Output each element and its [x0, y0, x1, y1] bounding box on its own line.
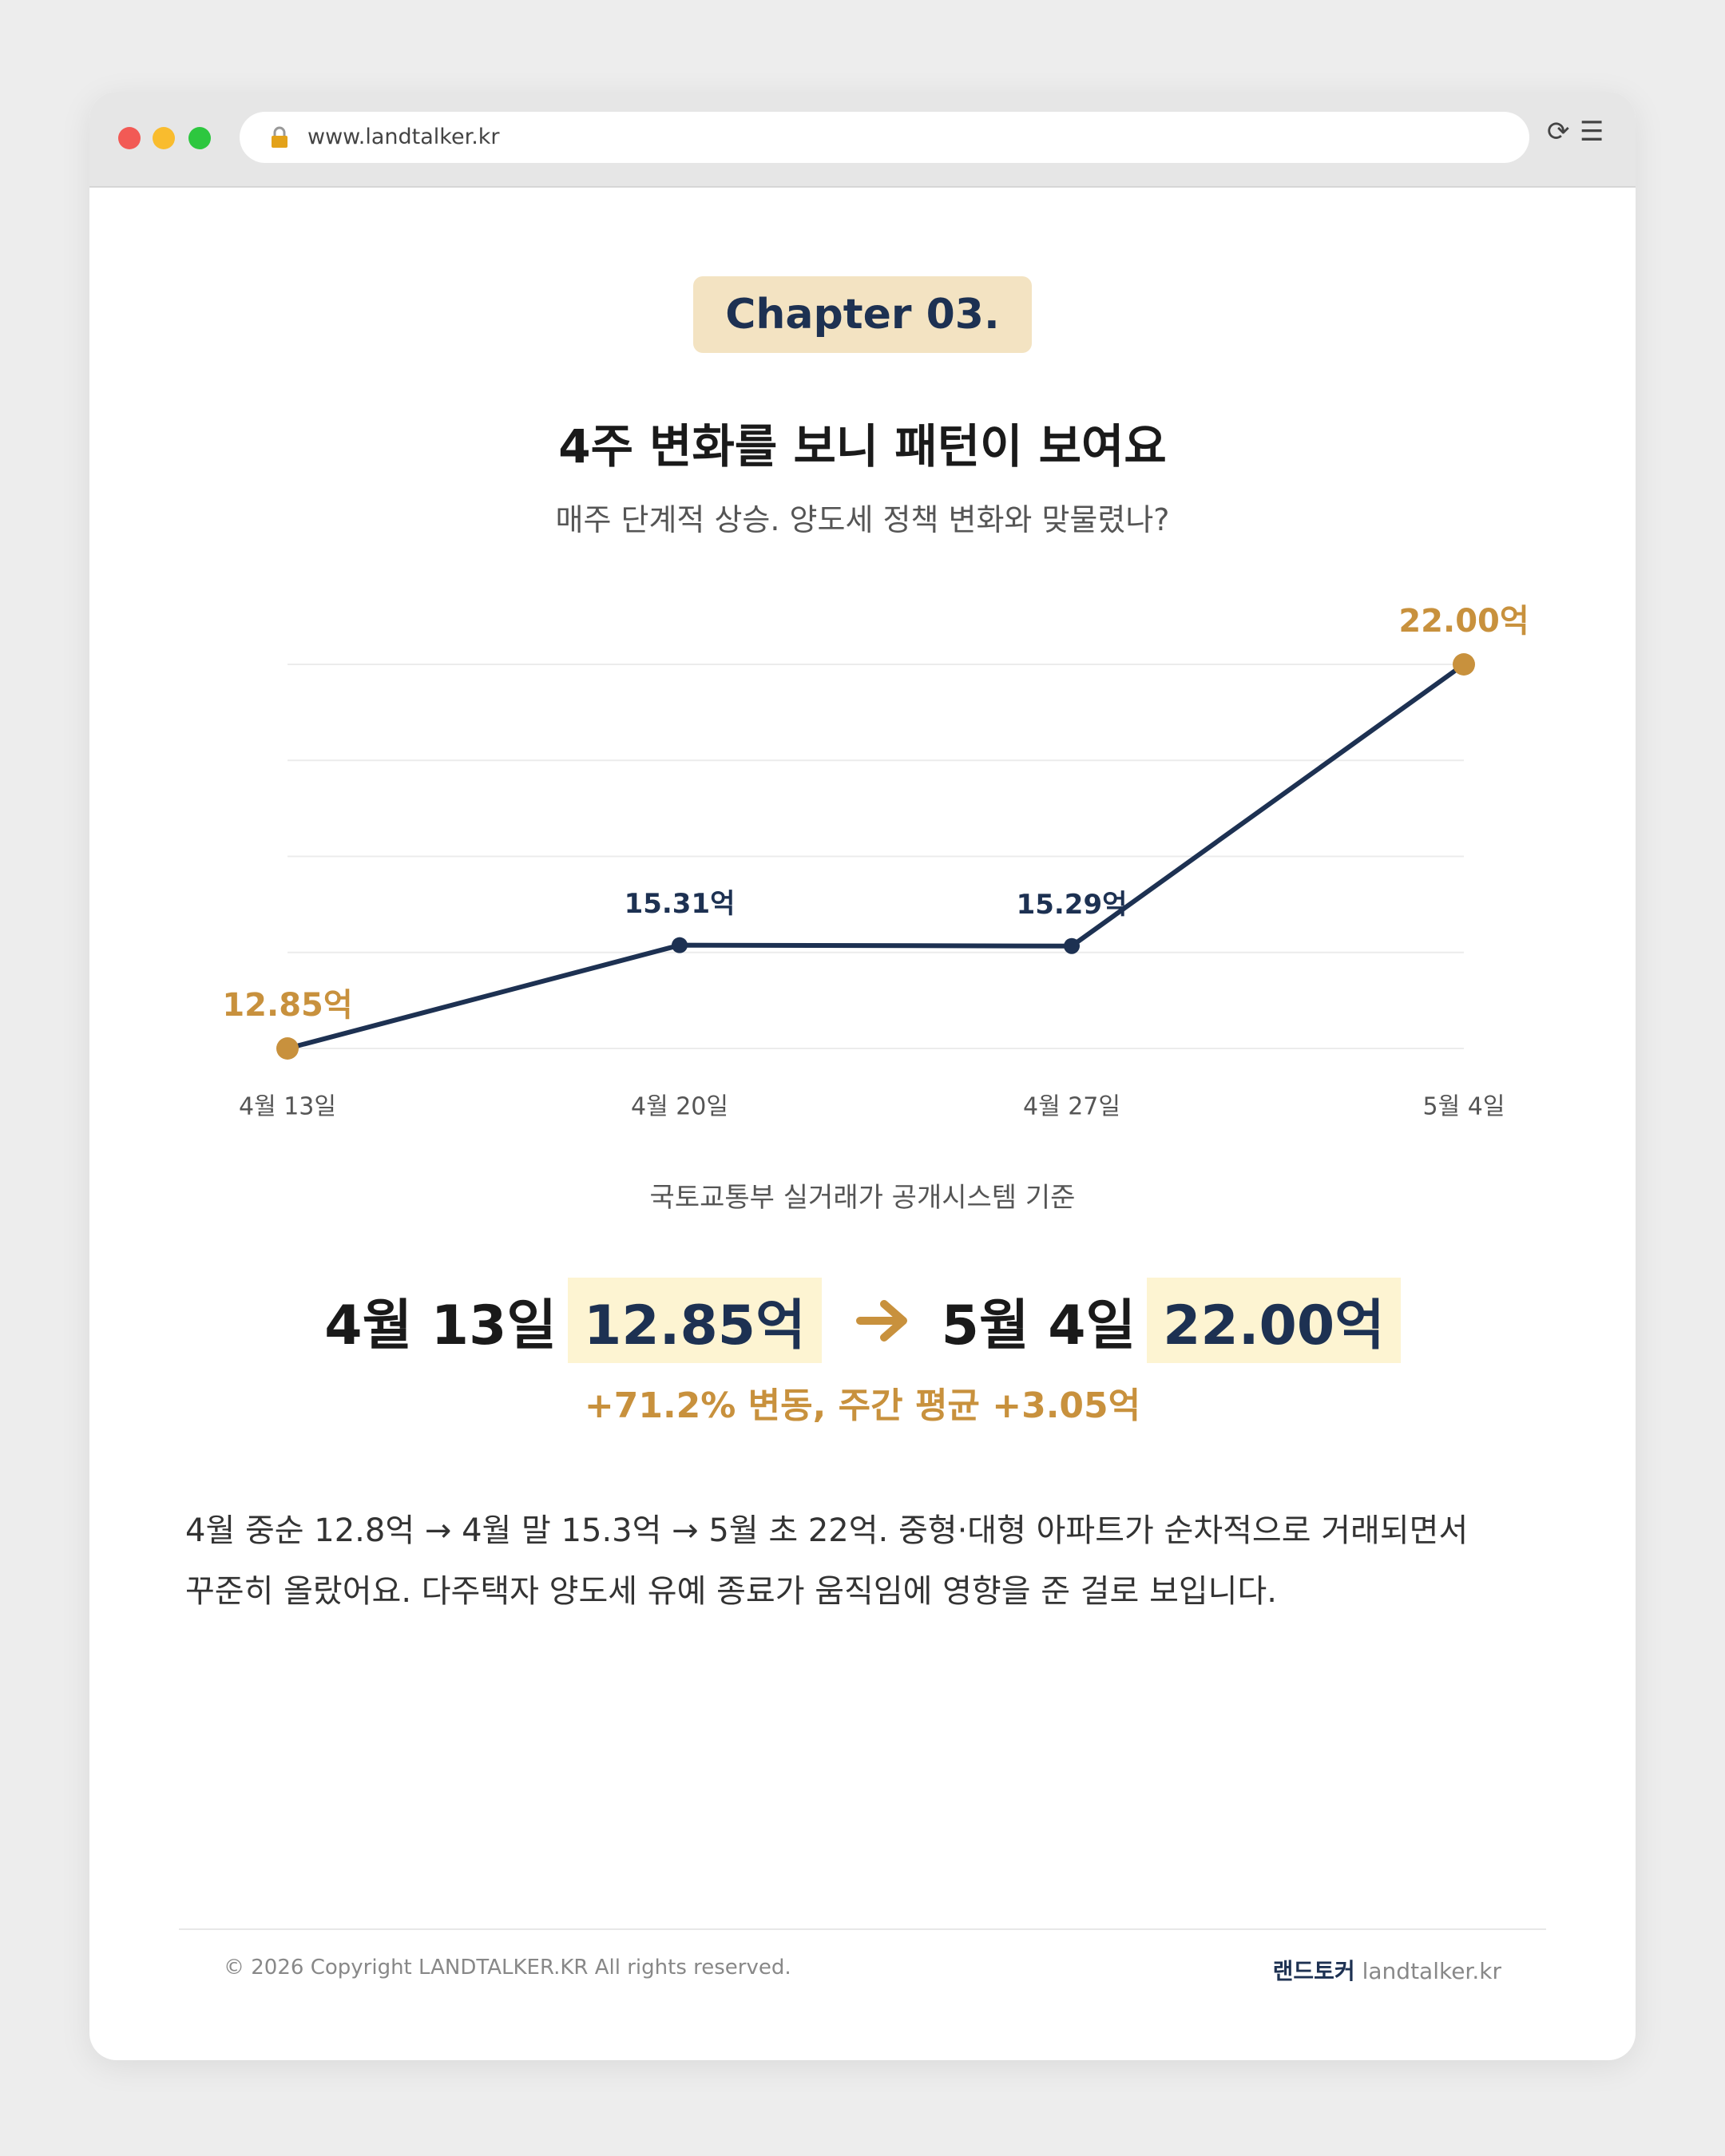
lock-icon	[272, 126, 288, 148]
point	[1453, 653, 1475, 676]
brand-name: 랜드토커	[1272, 1958, 1355, 1984]
badge-row: Chapter 03.	[0, 276, 1725, 353]
url-text: www.landtalker.kr	[307, 125, 500, 149]
from-value: 12.85억	[568, 1278, 822, 1363]
x-tick-label: 5월 4일	[1423, 1093, 1505, 1121]
chart-note: 국토교통부 실거래가 공개시스템 기준	[649, 1182, 1076, 1214]
point	[672, 937, 688, 953]
reload-button[interactable]: ⟳	[1547, 116, 1570, 148]
point	[1064, 937, 1080, 954]
maximize-button[interactable]	[188, 127, 211, 149]
subtitle: 매주 단계적 상승. 양도세 정책 변화와 맞물렸나?	[555, 502, 1170, 537]
to-value: 22.00억	[1147, 1278, 1401, 1363]
browser-window: www.landtalker.kr ⟳ ☰ © 2026 Copyright L…	[89, 92, 1636, 2060]
x-tick-label: 4월 20일	[631, 1093, 728, 1121]
chart: 4월 13일 4월 20일 4월 27일 5월 4일 12.85억 15.31억 15.29…	[222, 603, 1529, 1121]
copyright: © 2026 Copyright LANDTALKER.KR All right…	[224, 1956, 791, 1980]
value-label: 15.31억	[625, 888, 736, 920]
brand-domain: landtalker.kr	[1362, 1958, 1501, 1984]
point	[276, 1037, 299, 1060]
close-button[interactable]	[118, 127, 141, 149]
address-bar[interactable]: www.landtalker.kr	[240, 112, 1529, 163]
comparison: 4월 13일 12.85억 5월 4일 22.00억	[0, 1278, 1725, 1363]
footer-brand: 랜드토커 landtalker.kr	[1273, 1954, 1501, 1986]
x-tick-label: 4월 27일	[1023, 1093, 1120, 1121]
paragraph-line: 꾸준히 올랐어요. 다주택자 양도세 유예 종료가 움직임에 영향을 준 걸로 …	[185, 1573, 1277, 1610]
menu-button[interactable]: ☰	[1580, 116, 1604, 148]
paragraph-line: 4월 중순 12.8억 → 4월 말 15.3억 → 5월 초 22억. 중형·…	[185, 1512, 1469, 1549]
minimize-button[interactable]	[153, 127, 175, 149]
value-label: 22.00억	[1398, 603, 1529, 640]
title: 4주 변화를 보니 패턴이 보여요	[558, 419, 1167, 474]
chapter-badge: Chapter 03.	[693, 276, 1032, 353]
to-date: 5월 4일	[941, 1294, 1136, 1357]
from-date: 4월 13일	[324, 1294, 557, 1357]
change-summary: +71.2% 변동, 주간 평균 +3.05억	[584, 1385, 1141, 1426]
value-label: 12.85억	[222, 987, 352, 1024]
arrow-icon	[855, 1299, 907, 1342]
x-tick-label: 4월 13일	[239, 1093, 336, 1121]
toolbar: www.landtalker.kr ⟳ ☰	[89, 92, 1636, 188]
value-label: 15.29억	[1017, 889, 1128, 921]
line	[287, 662, 1465, 1051]
footer-divider	[179, 1928, 1546, 1930]
